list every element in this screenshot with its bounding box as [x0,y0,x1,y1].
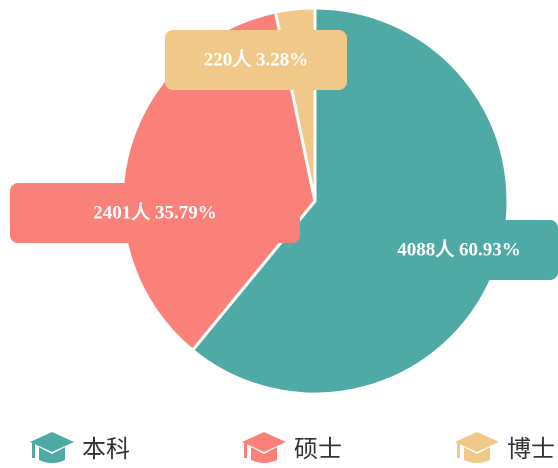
label-box [360,220,558,280]
legend-icon [455,432,499,463]
label-box [165,30,347,90]
legend-icon-tassel [32,442,35,458]
legend-icon-tassel [244,442,247,458]
legend-label: 本科 [82,435,130,463]
legend-icon [30,432,74,463]
label-box [10,183,300,243]
legend-label: 博士 [507,435,555,463]
legend-icon-tassel [457,442,460,458]
data-label: 2401人 35.79% [93,201,217,223]
legend-icon [242,432,286,463]
data-label: 220人 3.28% [204,48,309,70]
data-label: 4088人 60.93% [397,238,521,260]
legend-label: 硕士 [294,435,342,463]
